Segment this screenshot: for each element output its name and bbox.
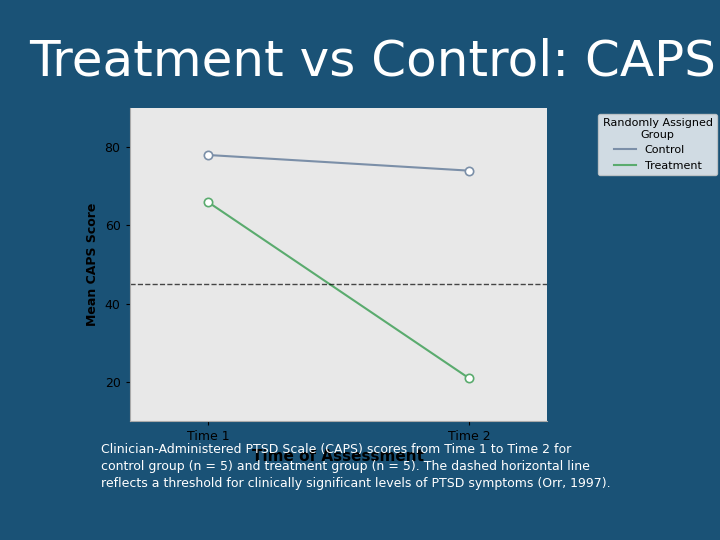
Text: Treatment vs Control: CAPS: Treatment vs Control: CAPS	[29, 38, 716, 86]
Legend: Control, Treatment: Control, Treatment	[598, 113, 717, 175]
Y-axis label: Mean CAPS Score: Mean CAPS Score	[86, 203, 99, 326]
X-axis label: Time of Assessment: Time of Assessment	[253, 449, 424, 464]
Text: Clinician-Administered PTSD Scale (CAPS) scores from Time 1 to Time 2 for
contro: Clinician-Administered PTSD Scale (CAPS)…	[101, 443, 611, 490]
